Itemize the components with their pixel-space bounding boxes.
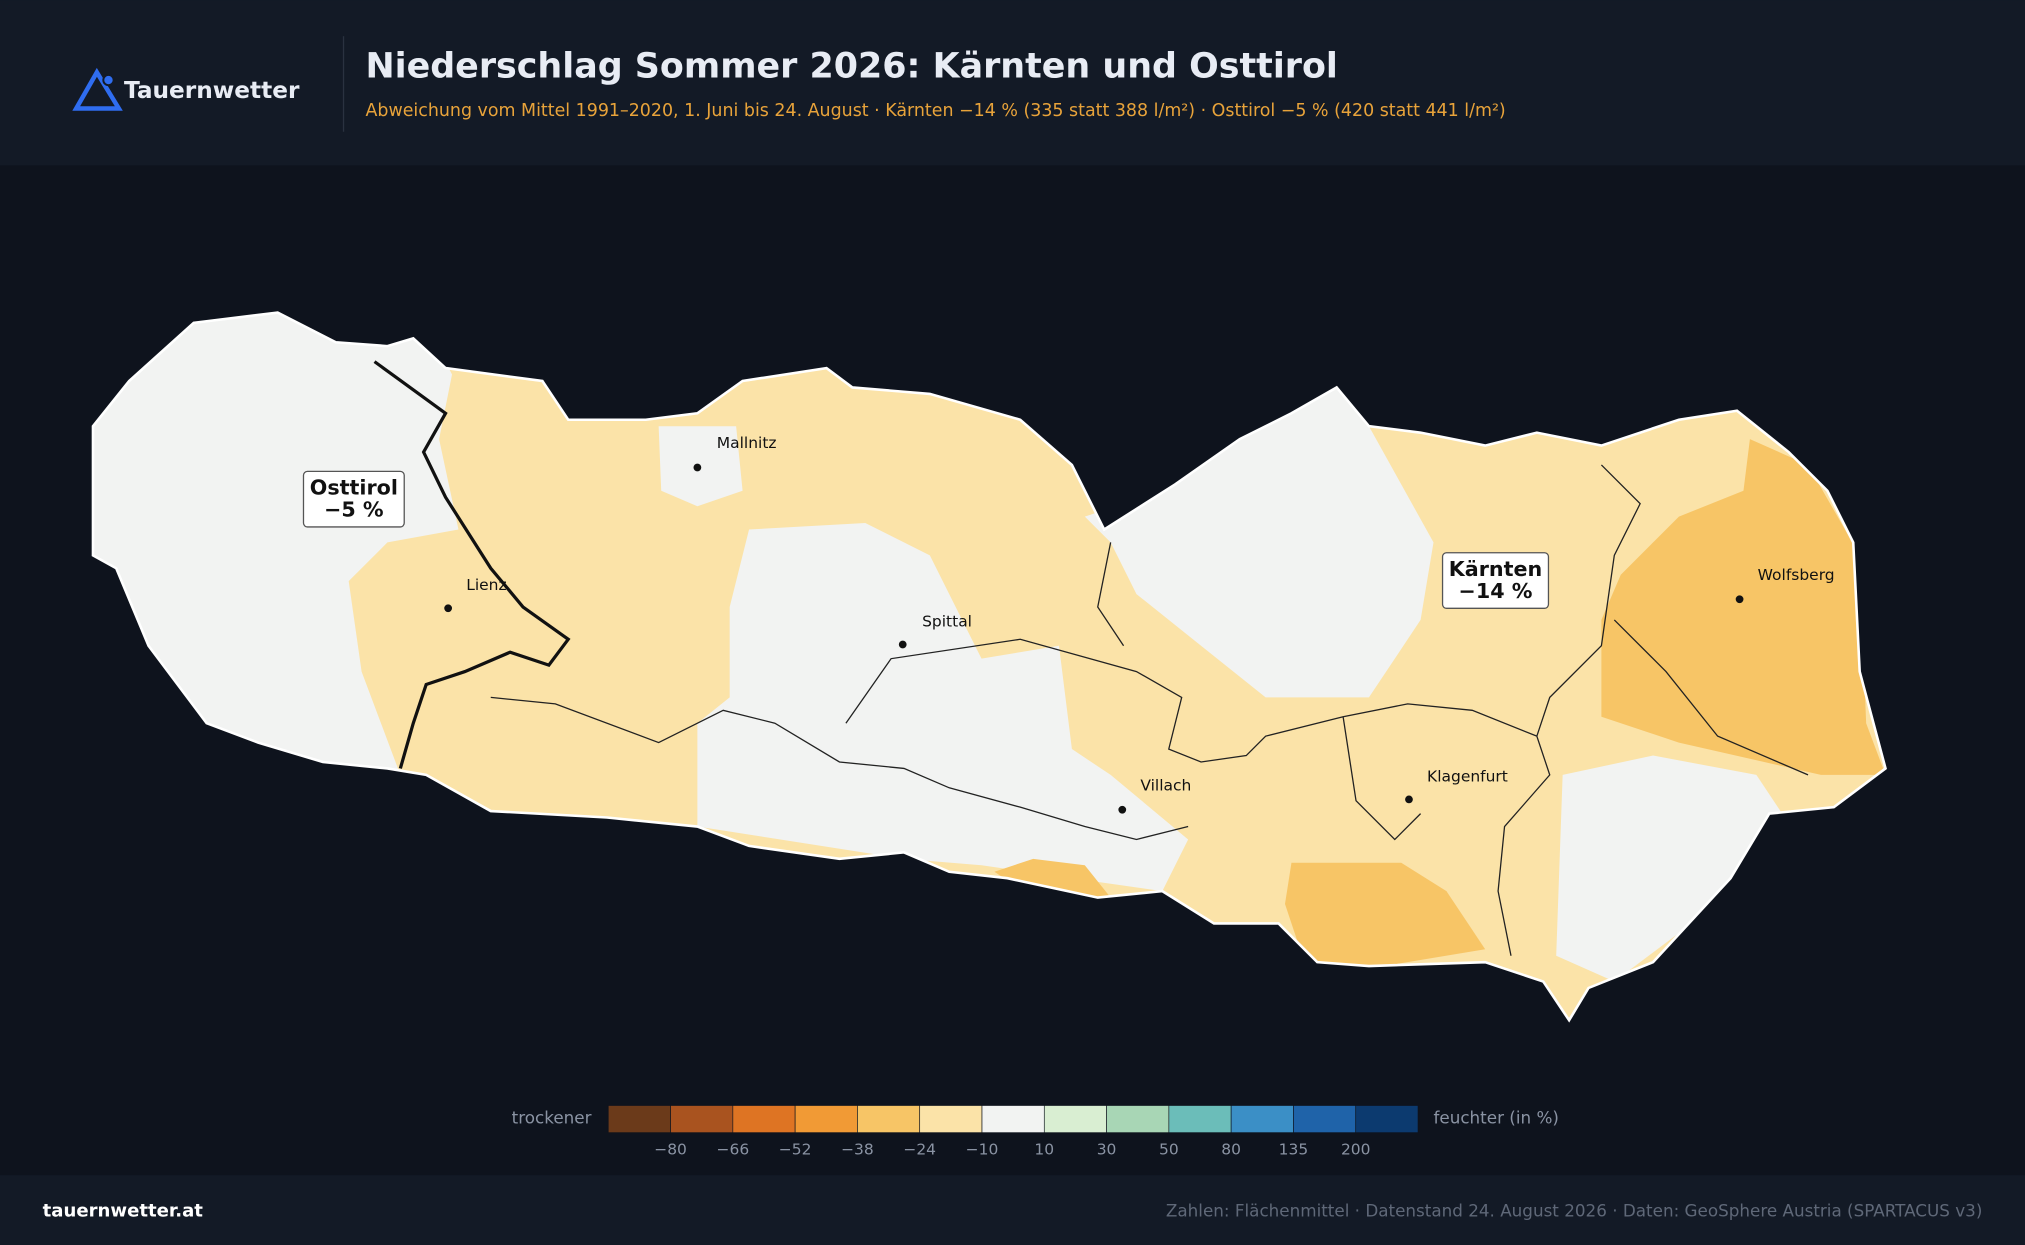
wet-area	[1084, 387, 1434, 698]
logo-icon	[72, 67, 123, 111]
legend-swatch	[981, 1105, 1045, 1133]
legend-swatch	[1293, 1105, 1357, 1133]
wet-area	[1556, 755, 1783, 982]
legend-tick-label: −10	[966, 1141, 999, 1159]
place-dot	[1118, 805, 1127, 814]
place-label: Spittal	[922, 612, 972, 630]
place-label: Lienz	[466, 576, 506, 594]
wet-area	[92, 312, 459, 775]
legend-swatch	[1106, 1105, 1170, 1133]
legend-right: feuchter (in %)	[1434, 1108, 1559, 1128]
place-dot	[444, 604, 453, 613]
legend-tick-label: −80	[654, 1141, 687, 1159]
logo-dot	[102, 73, 115, 87]
dry-area	[1284, 862, 1486, 969]
place-label: Mallnitz	[717, 434, 777, 452]
legend-tick-label: 50	[1159, 1141, 1179, 1159]
legend-swatch	[1168, 1105, 1232, 1133]
legend-swatch	[732, 1105, 796, 1133]
legend-swatch	[857, 1105, 921, 1133]
region-box-bg	[1441, 552, 1550, 609]
logo: Tauernwetter	[72, 67, 300, 111]
legend-swatch	[1230, 1105, 1294, 1133]
dry-area	[1601, 439, 1886, 775]
district-borders	[490, 464, 1809, 956]
legend-tick-label: −52	[779, 1141, 812, 1159]
legend-swatch	[1355, 1105, 1419, 1133]
region-value: −5 %	[324, 498, 384, 522]
legend-swatch	[670, 1105, 734, 1133]
legend-tick-label: 10	[1034, 1141, 1054, 1159]
place-dot	[1735, 595, 1744, 604]
legend-swatch	[794, 1105, 858, 1133]
place-dot	[693, 463, 702, 472]
place-dot	[1405, 795, 1413, 804]
place-label: Villach	[1140, 776, 1191, 794]
region-box: Osttirol −5 %	[302, 470, 405, 528]
region-name: Kärnten	[1449, 557, 1542, 581]
places: Mallnitz Lienz Spittal Villach Klagenfur…	[444, 434, 1835, 814]
state-border	[373, 360, 571, 769]
region-box-bg	[302, 470, 405, 528]
legend-tick-label: −38	[841, 1141, 874, 1159]
legend-left: trockener	[512, 1108, 592, 1128]
footer-bg	[0, 1175, 2025, 1245]
header-bg	[0, 0, 2025, 166]
wet-area	[697, 523, 1189, 892]
map: Mallnitz Lienz Spittal Villach Klagenfur…	[91, 311, 1887, 1022]
place-label: Wolfsberg	[1758, 566, 1835, 584]
region-box: Kärnten −14 %	[1441, 552, 1550, 609]
legend-tick-label: −66	[717, 1141, 750, 1159]
legend: trockener feuchter (in %) −80 −66 −52 −38 −2…	[512, 1105, 1559, 1159]
title: Niederschlag Sommer 2026: Kärnten und Os…	[365, 47, 1337, 87]
footer-site: tauernwetter.at	[43, 1201, 204, 1222]
place-dot	[898, 640, 907, 649]
legend-tick-label: −24	[903, 1141, 936, 1159]
legend-tick-label: 30	[1097, 1141, 1117, 1159]
legend-tick-label: 80	[1221, 1141, 1241, 1159]
region-name: Osttirol	[310, 476, 398, 500]
subtitle: Abweichung vom Mittel 1991–2020, 1. Juni…	[365, 101, 1505, 121]
legend-tick-label: 135	[1279, 1141, 1309, 1159]
logo-text: Tauernwetter	[124, 77, 300, 104]
legend-swatch	[1043, 1105, 1107, 1133]
legend-swatch	[607, 1105, 671, 1133]
footer-note: Zahlen: Flächenmittel · Datenstand 24. A…	[1166, 1201, 1982, 1221]
region-value: −14 %	[1459, 579, 1533, 603]
place-label: Klagenfurt	[1427, 767, 1508, 785]
legend-swatch	[919, 1105, 983, 1133]
legend-tick-label: 200	[1341, 1141, 1371, 1159]
